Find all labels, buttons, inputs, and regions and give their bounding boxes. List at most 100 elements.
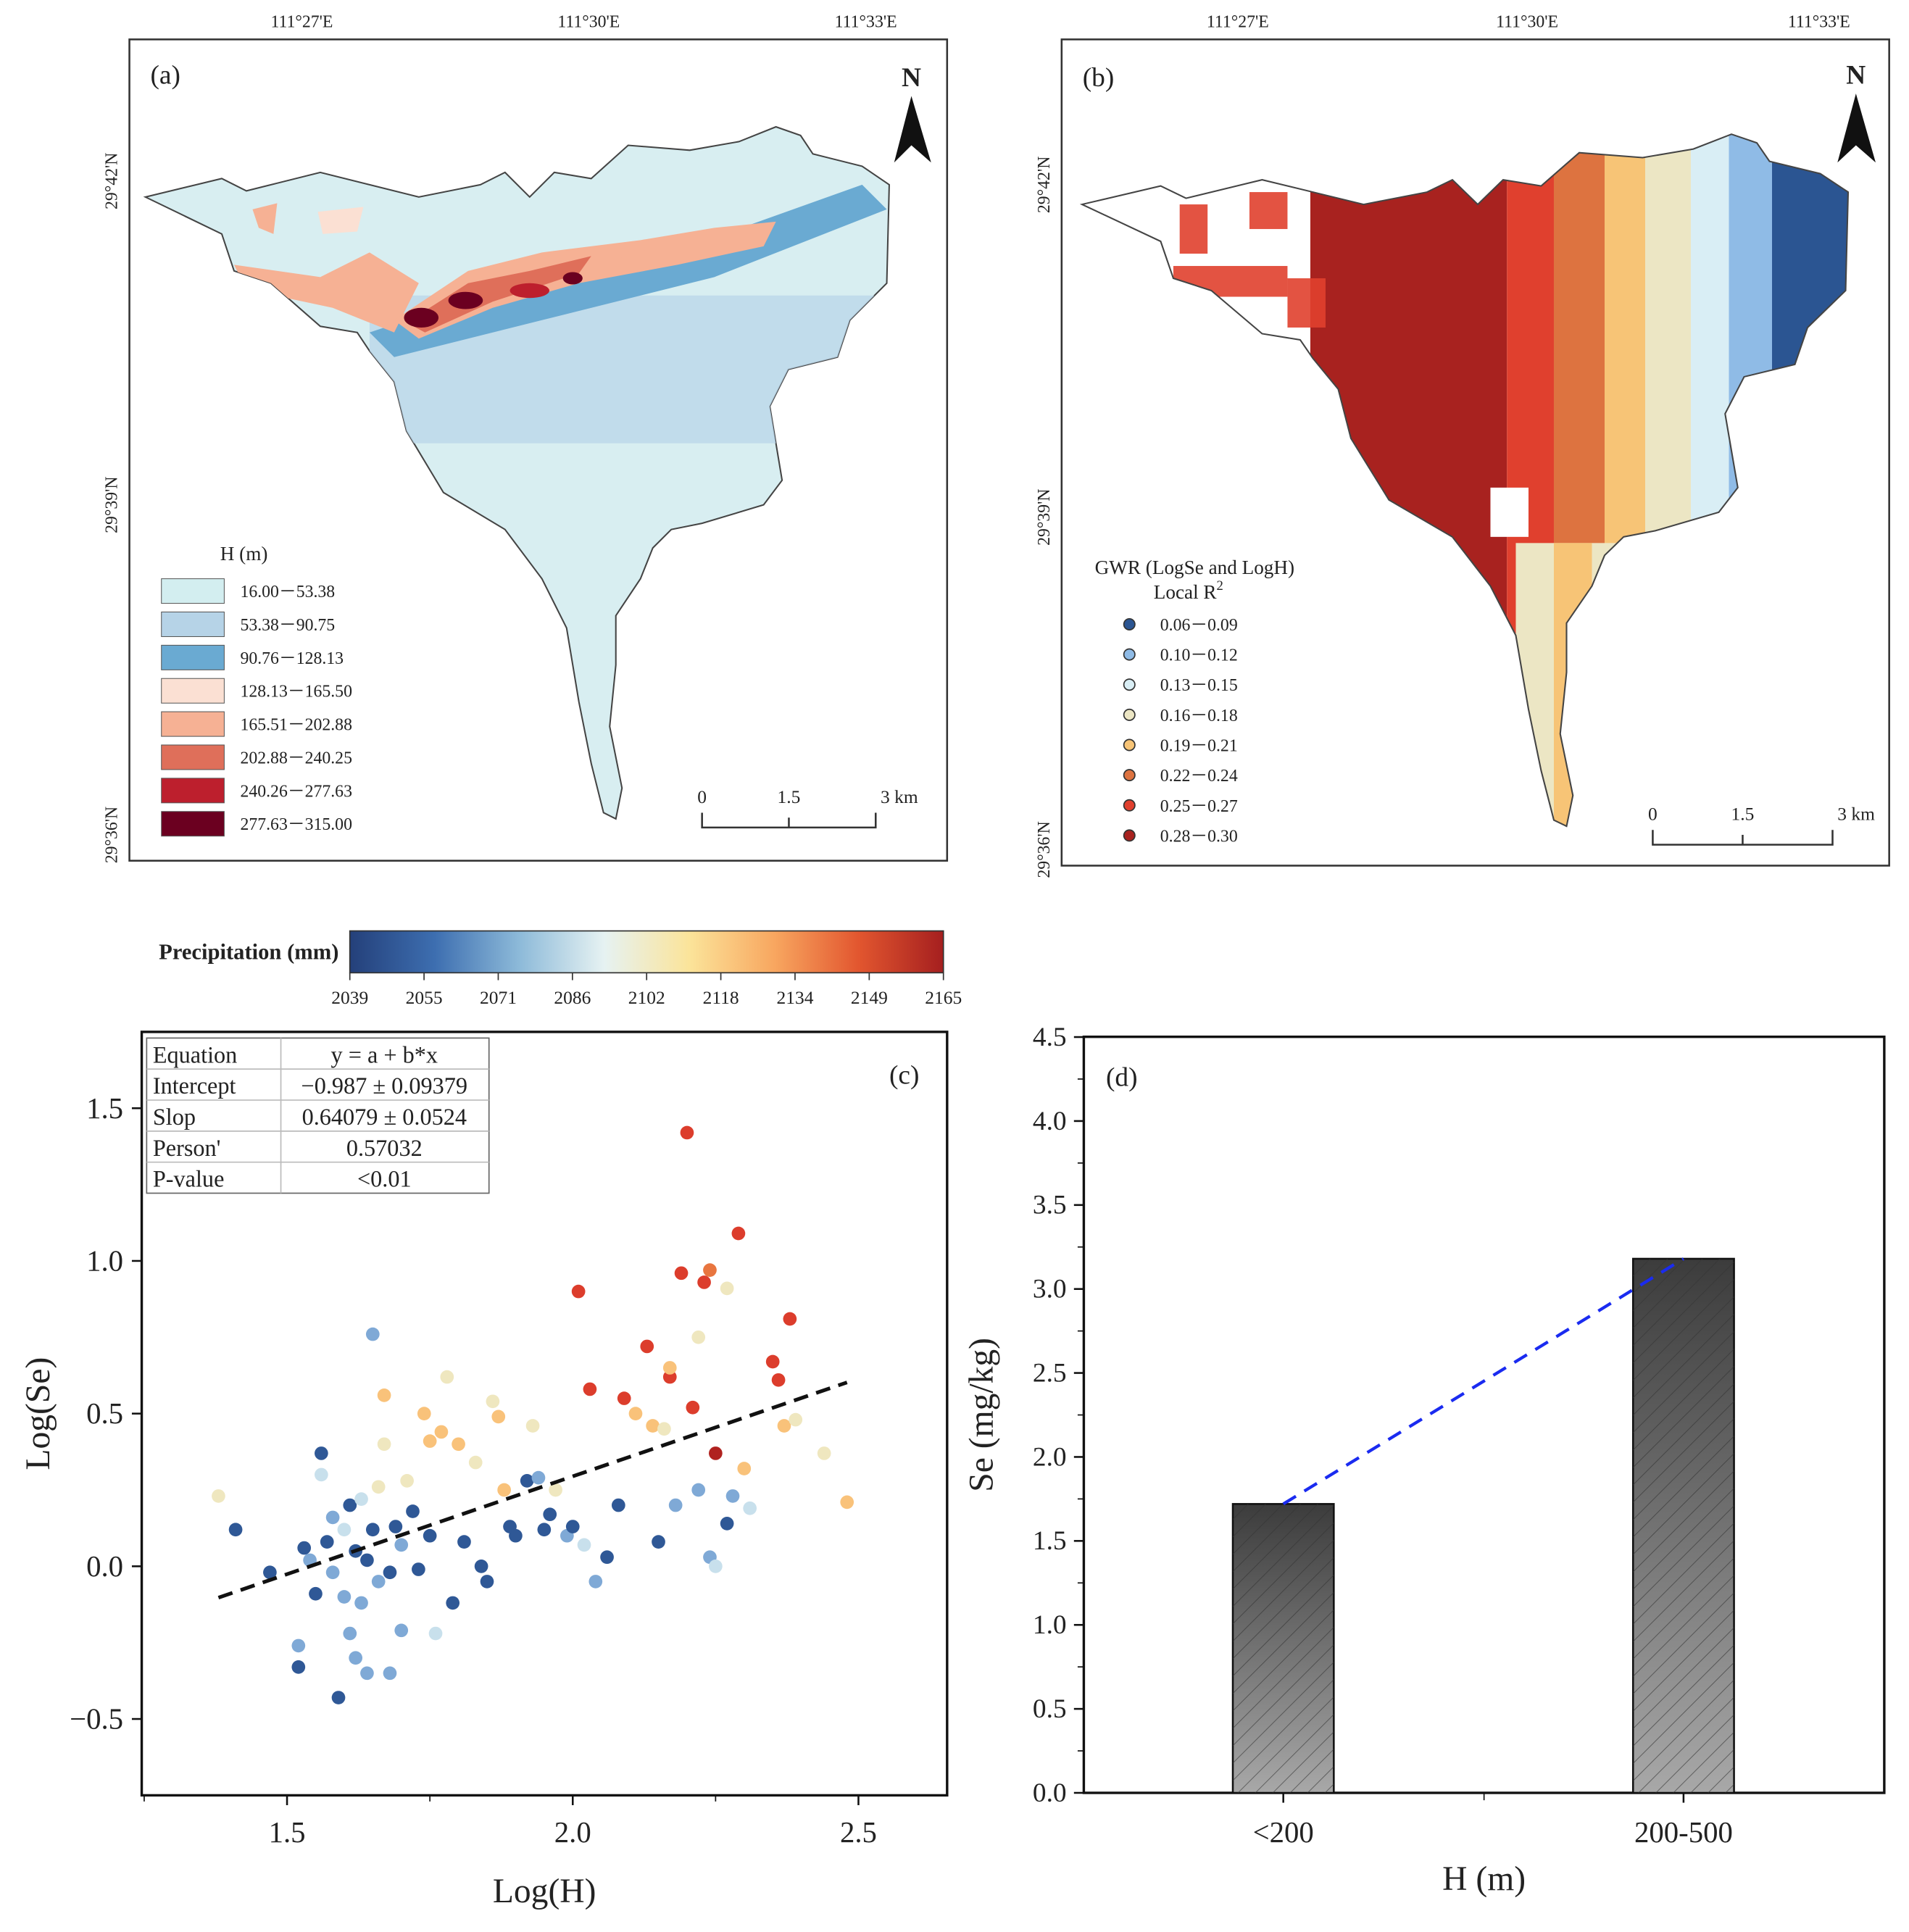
scale-label: 3 km [881,786,918,807]
scatter-point [474,1560,488,1573]
scatter-point [446,1596,460,1610]
scatter-point [423,1434,437,1448]
scatter-point [354,1596,368,1610]
x-tick-label: 1.5 [269,1816,306,1849]
scatter-point [360,1553,374,1567]
y-tick-label: −0.5 [70,1703,123,1736]
legend-label: 0.22－0.24 [1160,767,1238,786]
panel-b-label: (b) [1083,63,1115,93]
scatter-point [457,1535,471,1549]
north-arrow: N [894,63,931,163]
longitude-tick: 111°27'E [270,12,333,31]
scatter-point [737,1462,752,1475]
legend-marker [1123,769,1136,782]
x-tick-label: 2.5 [840,1816,877,1849]
x-axis-label: H (m) [1442,1860,1526,1898]
scatter-point [452,1437,465,1452]
scatter-point [434,1425,449,1439]
latitude-tick: 29°39'N [1035,488,1054,545]
scatter-point [583,1382,597,1396]
colorbar-gradient [349,930,944,974]
y-axis-label: Log(Se) [20,1357,57,1470]
x-tick-label: 2.0 [554,1816,591,1849]
y-axis-label: Se (mg/kg) [963,1338,1001,1492]
scatter-point [691,1483,706,1497]
latitude-tick: 29°36'N [1035,821,1054,878]
scatter-point [315,1446,328,1460]
scatter-point [377,1437,391,1452]
scatter-point [652,1535,665,1549]
panel-d-bar: (d) 0.0 0.5 1.0 1.5 2.0 2.5 3.0 3.5 4.0 4.5 <200 20… [963,1023,1886,1898]
scatter-point [571,1284,586,1299]
stats-label: Person' [153,1135,221,1161]
gwr-zone [1249,192,1288,230]
scatter-point [354,1492,368,1506]
scatter-point [423,1528,437,1543]
scatter-point [331,1691,346,1704]
legend-label: 128.13－165.50 [240,683,352,701]
scatter-point [549,1483,562,1497]
scatter-point [377,1388,391,1402]
stats-label: P-value [153,1166,225,1192]
scatter-point [509,1528,523,1543]
scatter-point [600,1550,614,1565]
scatter-point [400,1474,414,1488]
scale-label: 1.5 [778,786,801,807]
stats-table-frame [146,1037,490,1194]
legend-swatch [161,678,225,704]
legend-swatch [161,811,225,837]
colorbar-tick-label: 2165 [925,987,962,1008]
scatter-point [337,1590,352,1604]
panel-b-map: (b) 111°27'E 111°30'E 111°33'E 29°42'N 29°39… [1035,12,1890,878]
legend-marker [1123,678,1136,691]
scatter-point [468,1455,483,1470]
longitude-tick: 111°27'E [1207,12,1269,31]
scatter-point [646,1419,660,1433]
legend-label: 0.10－0.12 [1160,646,1238,665]
legend-label: 0.13－0.15 [1160,676,1238,695]
scatter-point [628,1407,643,1420]
scatter-point [412,1562,425,1576]
scatter-point [371,1575,386,1589]
panel-a-map: (a) 111°27'E 111°30'E 111°33'E 29°42'N 29°39… [103,12,949,863]
scatter-point [720,1281,734,1296]
scatter-point [537,1523,552,1537]
r2-legend: 0.06－0.09 0.10－0.12 0.13－0.15 0.16－0.18 0.19… [1123,616,1238,846]
scatter-point [365,1523,380,1537]
legend-marker [1123,648,1136,661]
scatter-point [543,1507,557,1522]
y-tick-label: 0.0 [1033,1778,1067,1808]
stats-table: Equation y = a + b*x Intercept −0.987 ± 0.0… [146,1037,490,1194]
legend-swatch [161,578,225,604]
colorbar-title: Precipitation (mm) [159,940,338,965]
scatter-point [725,1489,740,1503]
colorbar-tick-label: 2134 [776,987,813,1008]
legend-title: H (m) [220,543,268,565]
scatter-point [365,1327,380,1341]
scatter-point [771,1373,786,1387]
stats-value: −0.987 ± 0.09379 [301,1073,467,1099]
bar-hatch [1233,1504,1334,1793]
stats-value: y = a + b*x [331,1041,438,1067]
gwr-zone [1287,278,1326,328]
scatter-point [577,1538,591,1552]
y-tick-label: 0.0 [86,1550,123,1583]
scatter-point [709,1446,723,1460]
latitude-tick: 29°42'N [1035,157,1054,213]
panel-c-label: (c) [889,1060,919,1090]
y-tick-label: 1.5 [1033,1526,1067,1556]
regression-line [217,1381,848,1600]
panel-a-label: (a) [150,61,180,91]
scatter-point [440,1370,454,1384]
legend-label: 165.51－202.88 [240,716,352,735]
scatter-point [394,1538,409,1552]
panel-c-scatter: (c) Equation y = a + b*x Intercept −0.987 ±… [20,1030,949,1910]
legend-swatch [161,778,225,804]
scatter-point [325,1565,340,1580]
scatter-point [309,1586,323,1601]
y-tick-label: 3.5 [1033,1191,1067,1220]
colorbar-tick-label: 2071 [480,987,517,1008]
stats-value: <0.01 [357,1166,412,1192]
scatter-point [491,1410,506,1424]
scatter-point [212,1489,225,1503]
